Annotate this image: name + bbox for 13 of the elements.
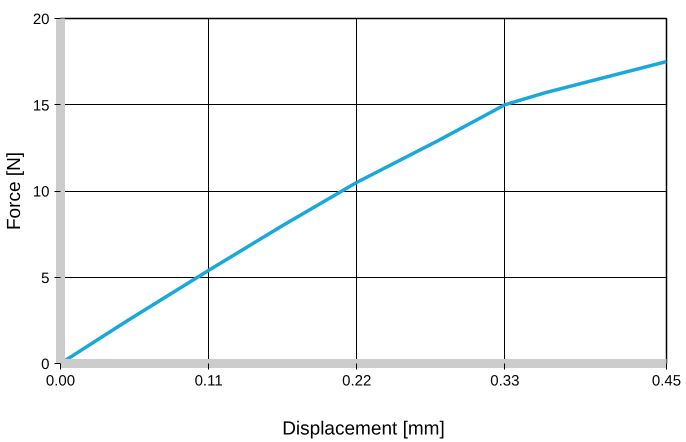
y-tick-label: 20 — [32, 11, 50, 28]
x-axis-title: Displacement [mm] — [282, 418, 445, 440]
line-series — [64, 60, 666, 362]
x-tick-label: 0.22 — [342, 372, 372, 390]
x-tick-label: 0.00 — [46, 372, 76, 390]
y-tick-label: 15 — [32, 97, 50, 114]
y-axis-title: Force [N] — [4, 152, 25, 230]
y-tick-label: 0 — [41, 356, 50, 373]
x-tick-label: 0.33 — [490, 372, 520, 390]
y-tick-label: 5 — [41, 270, 50, 287]
x-tick-label: 0.11 — [194, 372, 223, 390]
y-tick-label: 10 — [32, 184, 50, 200]
x-tick-label: 0.45 — [652, 372, 682, 390]
